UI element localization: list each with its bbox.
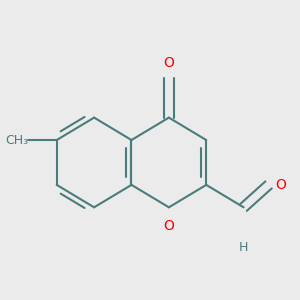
Text: O: O	[275, 178, 286, 192]
Text: O: O	[164, 218, 174, 233]
Text: H: H	[239, 241, 248, 254]
Text: CH₃: CH₃	[5, 134, 28, 146]
Text: O: O	[164, 56, 174, 70]
